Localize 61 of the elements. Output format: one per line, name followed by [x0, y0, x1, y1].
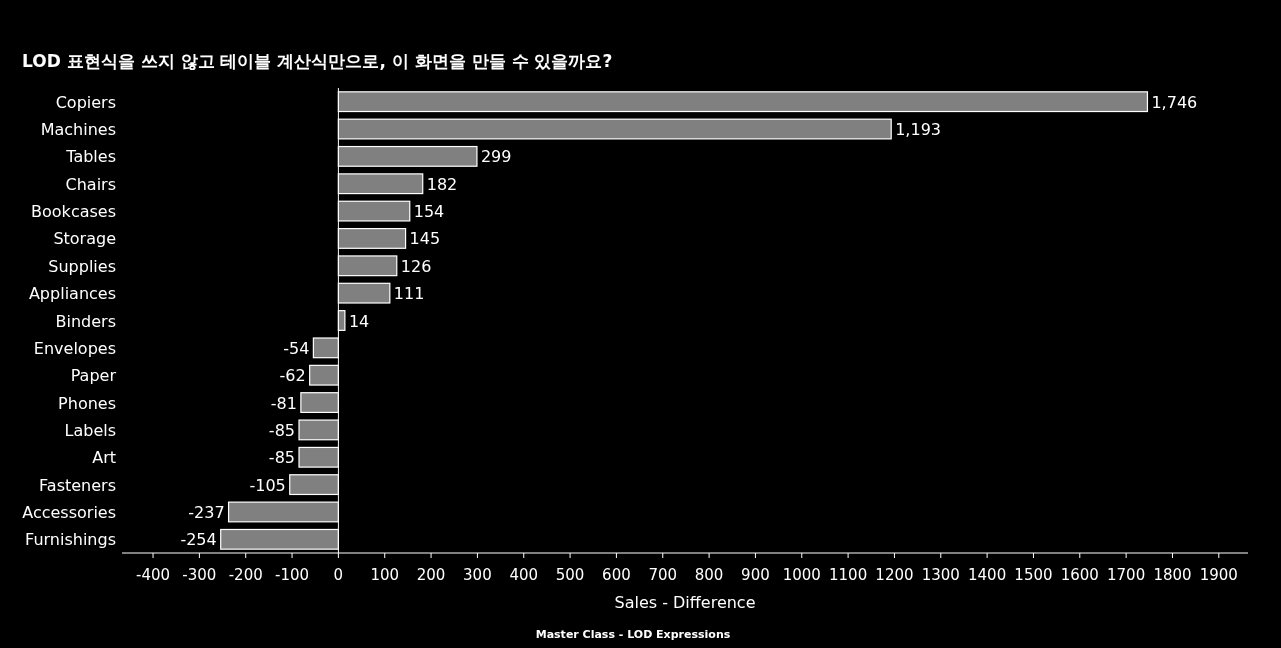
text: Master Class - LOD Expressions: [535, 628, 731, 641]
x-tick-label: 800: [694, 566, 724, 584]
x-tick-label: 1300: [921, 566, 960, 584]
x-tick-label: 600: [602, 566, 631, 584]
x-tick-label: 100: [370, 566, 400, 584]
y-tick-label: Copiers: [55, 92, 116, 112]
data-label: 126: [400, 256, 432, 276]
data-label: -54: [283, 338, 310, 358]
y-tick-label: Storage: [53, 229, 116, 249]
y-tick-label: Supplies: [48, 256, 116, 276]
data-label: 111: [393, 284, 425, 304]
data-label: 182: [426, 174, 458, 194]
x-tick-label: 1200: [875, 566, 914, 584]
x-tick-label: 1000: [782, 566, 821, 584]
x-tick-label: 1700: [1107, 566, 1146, 584]
x-tick-label: 900: [741, 566, 770, 584]
y-tick-label: Envelopes: [33, 338, 116, 358]
data-label: -105: [249, 475, 286, 495]
x-tick-label: -100: [275, 566, 310, 584]
data-label: 145: [409, 229, 441, 249]
y-tick-label: Phones: [58, 393, 116, 413]
y-tick-label: Accessories: [22, 502, 116, 522]
x-tick-label: 500: [555, 566, 585, 584]
x-axis-title: Sales - Difference: [614, 593, 756, 612]
y-tick-label: Paper: [70, 366, 117, 386]
y-tick-label: Chairs: [65, 174, 116, 194]
x-tick-label: 700: [648, 566, 678, 584]
x-tick-label: 0: [333, 566, 344, 584]
x-tick-label: -200: [228, 566, 263, 584]
y-tick-label: Machines: [40, 120, 116, 140]
y-tick-label: Fasteners: [39, 475, 116, 495]
data-label: -81: [270, 393, 297, 413]
y-tick-label: Appliances: [28, 284, 116, 304]
y-tick-label: Binders: [55, 311, 116, 331]
y-tick-label: Labels: [64, 420, 116, 440]
x-tick-label: 400: [509, 566, 539, 584]
y-tick-label: Art: [92, 448, 116, 468]
y-tick-label: Tables: [65, 147, 116, 167]
x-tick-label: 1400: [968, 566, 1007, 584]
x-tick-label: 200: [416, 566, 446, 584]
data-label: -254: [180, 530, 217, 550]
data-label: 14: [348, 311, 370, 331]
x-tick-label: 1900: [1199, 566, 1238, 584]
data-label: 154: [413, 202, 445, 222]
data-label: 1,746: [1151, 92, 1198, 112]
data-label: -85: [268, 448, 296, 468]
x-tick-label: 1500: [1014, 566, 1053, 584]
data-label: -62: [279, 366, 306, 386]
x-tick-label: 1600: [1060, 566, 1099, 584]
x-tick-label: -400: [136, 566, 171, 584]
data-label: 299: [480, 147, 512, 167]
data-label: 1,193: [895, 120, 942, 140]
x-tick-label: 1800: [1153, 566, 1192, 584]
x-tick-label: -300: [182, 566, 217, 584]
y-tick-label: Bookcases: [31, 202, 116, 222]
data-label: -85: [268, 420, 296, 440]
x-tick-label: 1100: [829, 566, 868, 584]
y-tick-label: Furnishings: [25, 530, 116, 550]
x-tick-label: 300: [463, 566, 492, 584]
chart-title: LOD 표현식을 쓰지 않고 테이블 계산식만으로, 이 화면을 만들 수 있을까요?: [22, 51, 613, 71]
data-label: -237: [188, 502, 225, 522]
